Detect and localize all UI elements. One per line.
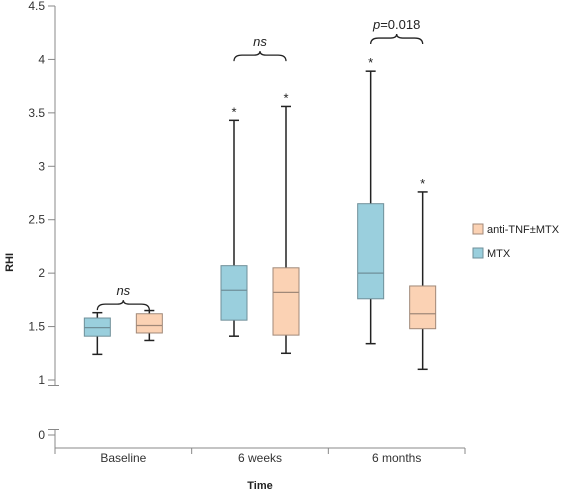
brace-path <box>96 300 150 311</box>
iqr-box <box>272 267 300 336</box>
brace-path <box>233 51 287 62</box>
iqr-box <box>357 203 385 300</box>
x-tick-label: 6 months <box>372 451 421 465</box>
annotation-italic: p <box>372 17 380 32</box>
iqr-box <box>135 313 163 334</box>
iqr-box <box>220 265 248 321</box>
y-tick-label: 1.5 <box>28 320 45 334</box>
significance-star: * <box>368 55 373 70</box>
y-tick-label: 3 <box>38 159 45 173</box>
boxes: * * * * <box>83 55 437 371</box>
iqr-box <box>409 285 437 330</box>
significance-bracket-1: ns <box>233 34 287 62</box>
legend-swatch <box>472 247 484 259</box>
significance-star: * <box>420 176 425 191</box>
axes: 0 1 1.5 2 2.5 3 3.5 4 4.5 Baseline 6 weeks 6 months… <box>4 0 466 492</box>
legend-item-0: anti-TNF±MTX <box>472 223 560 236</box>
legend-swatch <box>472 223 484 235</box>
annotation-label: p=0.018 <box>372 17 420 32</box>
box-mtx-0 <box>83 311 111 356</box>
legend-label: anti-TNF±MTX <box>487 224 560 236</box>
significance-star: * <box>231 104 236 119</box>
y-tick-label: 1 <box>38 373 45 387</box>
annotation-label: ns <box>253 34 267 49</box>
annotation-italic: ns <box>253 34 267 49</box>
legend-item-1: MTX <box>472 247 511 260</box>
annotation-italic: ns <box>116 283 130 298</box>
legend: anti-TNF±MTX MTX <box>472 223 560 260</box>
significance-bracket-2: p=0.018 <box>370 17 424 45</box>
box-mtx-1: * <box>220 104 248 337</box>
y-tick-label: 2 <box>38 266 45 280</box>
y-tick-label: 4 <box>38 52 45 66</box>
annotation-label: ns <box>116 283 130 298</box>
y-tick-label: 2.5 <box>28 213 45 227</box>
annotation-value: =0.018 <box>380 17 420 32</box>
box-anti-tnf-mtx-0 <box>135 309 163 342</box>
y-tick-label: 3.5 <box>28 106 45 120</box>
x-axis-title: Time <box>247 480 272 492</box>
box-mtx-2: * <box>357 55 385 345</box>
significance-bracket-0: ns <box>96 283 150 311</box>
brace-path <box>370 33 424 45</box>
legend-label: MTX <box>487 248 511 260</box>
y-tick-label: 4.5 <box>28 0 45 13</box>
y-axis-title: RHI <box>4 253 16 272</box>
x-tick-label: 6 weeks <box>238 451 282 465</box>
box-anti-tnf-mtx-2: * <box>409 176 437 371</box>
box-anti-tnf-mtx-1: * <box>272 90 300 355</box>
y-tick-label: 0 <box>38 428 45 442</box>
annotations: ns ns p=0.018 <box>96 17 424 311</box>
x-tick-label: Baseline <box>100 451 146 465</box>
significance-star: * <box>283 90 288 105</box>
